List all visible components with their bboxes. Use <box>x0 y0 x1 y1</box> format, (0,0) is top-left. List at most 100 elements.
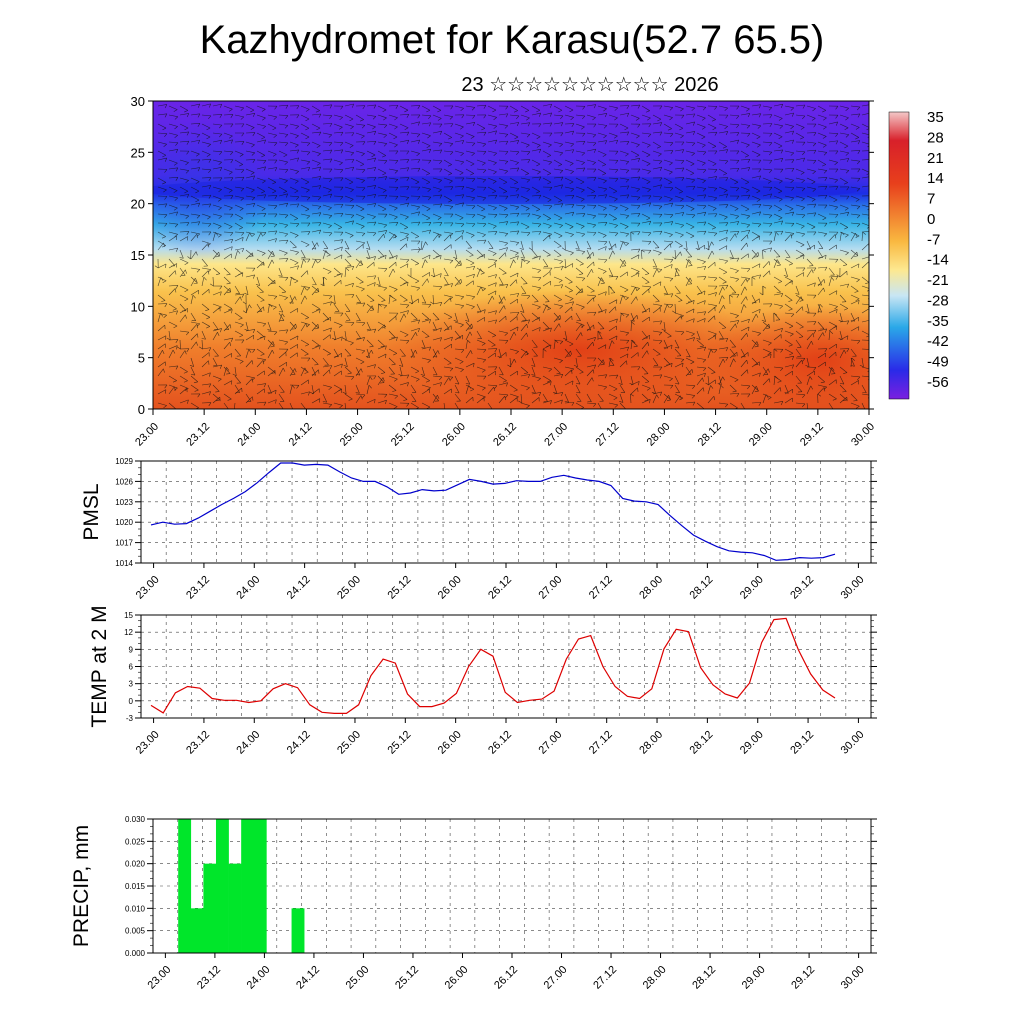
precip-bar <box>190 908 204 953</box>
warm-core <box>380 290 780 409</box>
y-tick-label: 0.025 <box>125 837 146 846</box>
chart-subtitle: 23 ☆☆☆☆☆☆☆☆☆☆ 2026 <box>461 74 719 96</box>
x-tick-label: 27.12 <box>587 574 615 602</box>
y-tick-label: 3 <box>129 680 134 689</box>
pmsl-panel: 1014 1017 1020 1023 1026 1029 23.00 23.12 24.00 2… <box>80 457 877 602</box>
y-tick-label: 5 <box>138 351 145 366</box>
colorbar-label: 21 <box>927 150 944 167</box>
y-tick-label: 0.005 <box>125 927 146 936</box>
y-tick-label: -3 <box>126 714 134 723</box>
x-tick-label: 24.00 <box>235 421 263 449</box>
y-tick-label: 1026 <box>115 477 133 486</box>
cold-band <box>153 176 860 204</box>
y-tick-label: 0 <box>129 697 134 706</box>
precip-bar <box>228 863 242 953</box>
x-tick-label: 25.12 <box>393 964 421 992</box>
y-tick-label: 15 <box>124 611 133 620</box>
x-tick-label: 30.00 <box>839 964 867 992</box>
x-tick-label: 26.00 <box>436 574 464 602</box>
warm-core-east <box>700 305 869 409</box>
colorbar-label: -49 <box>927 354 949 371</box>
x-tick-label: 24.12 <box>294 964 322 992</box>
x-tick-label: 29.12 <box>788 729 816 757</box>
x-tick-label: 24.12 <box>285 729 313 757</box>
x-tick-label: 29.00 <box>747 421 775 449</box>
y-tick-label: 30 <box>131 94 145 109</box>
y-tick-label: 0.030 <box>125 815 146 824</box>
x-tick-label: 29.12 <box>788 574 816 602</box>
colorbar-label: 28 <box>927 129 944 146</box>
x-tick-label: 28.00 <box>637 729 665 757</box>
x-tick-label: 25.12 <box>385 574 413 602</box>
x-tick-label: 23.00 <box>133 421 161 449</box>
y-tick-label: 1023 <box>115 498 133 507</box>
temp-panel: -3 0 3 6 9 12 15 23.00 23.12 24.00 24.12 25.00 25.12… <box>88 605 877 757</box>
x-tick-label: 27.12 <box>587 729 615 757</box>
y-tick-label: 0.015 <box>125 882 146 891</box>
x-tick-label: 28.12 <box>696 421 724 449</box>
x-tick-label: 27.00 <box>537 729 565 757</box>
colorbar-label: 7 <box>927 191 935 208</box>
x-tick-label: 25.12 <box>389 421 417 449</box>
y-tick-label: 1020 <box>115 518 133 527</box>
temp2m-ylabel: TEMP at 2 M <box>88 605 111 727</box>
precip-ylabel: PRECIP, mm <box>70 825 93 947</box>
colorbar-label: -21 <box>927 272 949 289</box>
x-tick-label: 28.12 <box>688 729 716 757</box>
x-tick-label: 26.00 <box>443 964 471 992</box>
y-tick-label: 25 <box>131 145 145 160</box>
x-tick-label: 26.12 <box>492 964 520 992</box>
pmsl-series-line <box>150 462 836 561</box>
precip-bar <box>291 908 305 953</box>
y-tick-label: 10 <box>131 299 145 314</box>
x-tick-label: 28.12 <box>688 574 716 602</box>
x-tick-label: 23.12 <box>184 574 212 602</box>
colorbar-gradient <box>888 111 910 400</box>
colorbar-label: -7 <box>927 231 940 248</box>
y-tick-label: 20 <box>131 197 145 212</box>
x-tick-label: 23.00 <box>146 964 174 992</box>
x-tick-label: 29.00 <box>740 964 768 992</box>
x-tick-label: 29.00 <box>738 729 766 757</box>
x-tick-label: 23.12 <box>195 964 223 992</box>
x-tick-label: 24.12 <box>285 574 313 602</box>
y-tick-label: 0 <box>138 402 145 417</box>
y-tick-label: 15 <box>131 248 145 263</box>
x-tick-label: 24.00 <box>245 964 273 992</box>
x-tick-label: 28.00 <box>637 574 665 602</box>
x-tick-label: 23.00 <box>134 729 162 757</box>
y-tick-label: 12 <box>124 628 133 637</box>
colorbar-label: -28 <box>927 292 949 309</box>
colorbar: 35 28 21 14 7 0 -7 -14 -21 -28 -35 -42 -49 -56 <box>888 109 949 400</box>
x-tick-label: 23.12 <box>184 421 212 449</box>
x-tick-label: 28.00 <box>645 421 673 449</box>
x-tick-label: 26.12 <box>486 729 514 757</box>
colorbar-label: 0 <box>927 211 935 228</box>
x-tick-label: 25.00 <box>335 574 363 602</box>
y-tick-label: 1029 <box>115 457 133 466</box>
colorbar-label: 14 <box>927 170 944 187</box>
x-tick-label: 25.12 <box>385 729 413 757</box>
x-tick-label: 27.12 <box>591 964 619 992</box>
x-tick-label: 29.12 <box>798 421 826 449</box>
colorbar-label: -42 <box>927 333 949 350</box>
x-tick-label: 26.12 <box>486 574 514 602</box>
x-tick-label: 24.00 <box>234 729 262 757</box>
x-tick-label: 30.00 <box>839 729 867 757</box>
x-tick-label: 25.00 <box>344 964 372 992</box>
colorbar-label: -56 <box>927 374 949 391</box>
x-tick-label: 27.00 <box>542 964 570 992</box>
pmsl-ylabel: PMSL <box>80 483 103 540</box>
wind-barbs <box>154 103 869 409</box>
precip-panel: 0.000 0.005 0.010 0.015 0.020 0.025 0.030 23.00… <box>70 815 877 992</box>
y-tick-label: 1014 <box>115 559 133 568</box>
x-tick-label: 24.00 <box>234 574 262 602</box>
colorbar-label: 35 <box>927 109 944 126</box>
colorbar-label: -14 <box>927 252 949 269</box>
cross-section-panel: 0 5 10 15 20 25 30 23.00 23.12 24.00 24.12 25.00 25.… <box>131 94 949 449</box>
x-tick-label: 25.00 <box>335 729 363 757</box>
precip-bar <box>253 819 267 953</box>
y-tick-label: 6 <box>129 663 134 672</box>
precip-bar <box>203 863 217 953</box>
